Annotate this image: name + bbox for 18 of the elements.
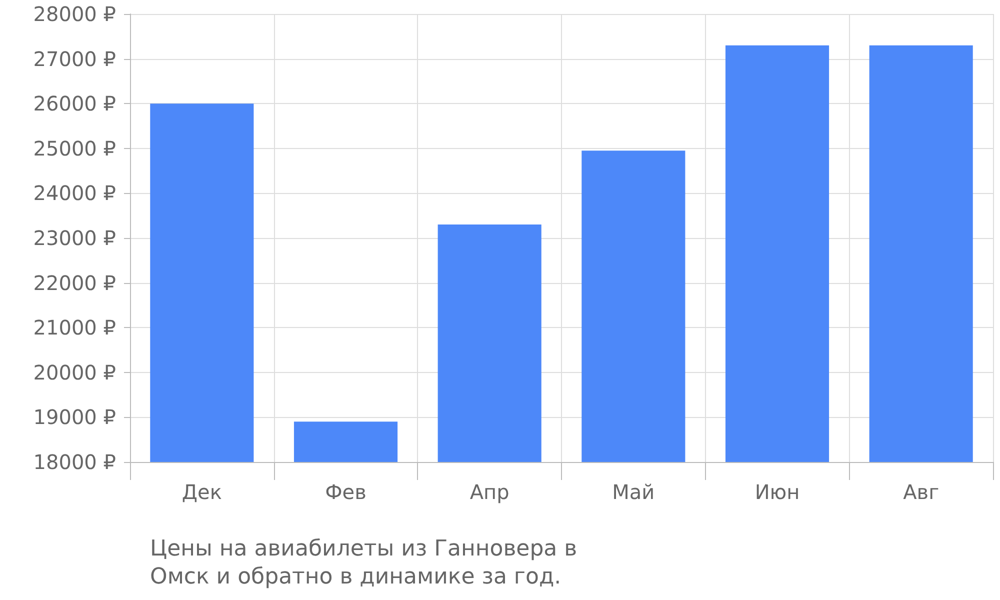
y-tick-label: 28000 ₽: [33, 2, 116, 26]
text: Цены на авиабилеты из Ганновера в Омск и обратно в динамике за год.: [150, 536, 584, 590]
x-tick-label: Дек: [182, 480, 222, 504]
y-tick-label: 19000 ₽: [33, 405, 116, 430]
y-tick-label: 23000 ₽: [33, 226, 116, 250]
y-tick-label: 20000 ₽: [33, 360, 116, 384]
x-tick-label: Апр: [470, 480, 510, 504]
y-tick-label: 21000 ₽: [33, 316, 116, 340]
y-tick-label: 27000 ₽: [33, 46, 116, 71]
x-tick-label: Фев: [325, 480, 366, 504]
y-tick-label: 25000 ₽: [33, 136, 116, 160]
y-tick-label: 18000 ₽: [33, 450, 116, 474]
x-tick-label: Июн: [754, 480, 800, 504]
y-tick-label: 22000 ₽: [33, 270, 116, 295]
x-tick-label: Авг: [903, 480, 940, 504]
y-tick-label: 24000 ₽: [33, 181, 116, 206]
x-tick-label: Май: [612, 480, 655, 504]
y-tick-label: 26000 ₽: [33, 92, 116, 116]
